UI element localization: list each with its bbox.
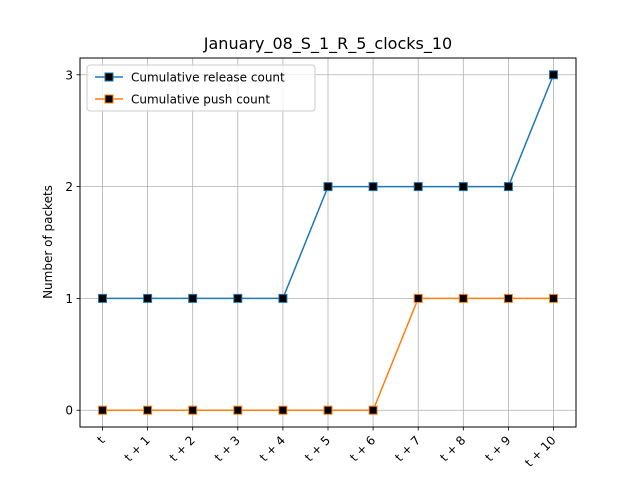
x-tick-label: t + 4 xyxy=(257,433,288,464)
y-tick-label: 1 xyxy=(65,292,73,306)
series-2-point xyxy=(549,293,558,303)
series-1-point xyxy=(368,182,378,192)
series-1-point xyxy=(188,293,198,303)
x-tick-label: t + 5 xyxy=(302,433,333,464)
x-tick-label: t + 2 xyxy=(167,433,198,464)
y-tick-label: 3 xyxy=(65,68,73,82)
x-tick-label: t + 8 xyxy=(437,433,468,464)
series-2-point xyxy=(143,405,153,415)
series-2-point xyxy=(323,405,333,415)
legend-label: Cumulative release count xyxy=(131,71,285,85)
series-1-point xyxy=(458,182,468,192)
series-2-point xyxy=(233,405,243,415)
legend-marker xyxy=(104,72,114,82)
series-1-point xyxy=(413,182,423,192)
series-1-point xyxy=(549,70,558,80)
legend: Cumulative release count Cumulative push … xyxy=(86,64,316,112)
y-axis-label: Number of packets xyxy=(41,185,55,299)
series-2-point xyxy=(503,293,513,303)
legend-box xyxy=(86,64,316,112)
series-2-point xyxy=(188,405,198,415)
series-1-point xyxy=(323,182,333,192)
x-tick-label: t + 1 xyxy=(122,433,153,464)
x-tick-label: t + 10 xyxy=(522,433,559,470)
grid-layer xyxy=(80,58,576,427)
x-tick-label: t + 9 xyxy=(482,433,513,464)
series-1-point xyxy=(143,293,153,303)
series-2-point xyxy=(98,405,107,415)
legend-label: Cumulative push count xyxy=(131,93,270,107)
series-1-point xyxy=(233,293,243,303)
series-layer xyxy=(98,70,558,415)
series-2-point xyxy=(458,293,468,303)
x-tick-label: t xyxy=(94,433,107,446)
x-tick-label: t + 3 xyxy=(212,433,243,464)
x-tick-label: t + 7 xyxy=(392,433,423,464)
series-1-point xyxy=(503,182,513,192)
series-2-point xyxy=(278,405,288,415)
y-tick-label: 2 xyxy=(65,180,73,194)
y-tick-label: 0 xyxy=(65,404,73,418)
series-2-point xyxy=(413,293,423,303)
legend-marker xyxy=(104,94,114,104)
chart-title: January_08_S_1_R_5_clocks_10 xyxy=(203,34,452,54)
series-1-point xyxy=(98,293,107,303)
x-tick-label: t + 6 xyxy=(347,433,378,464)
series-2-point xyxy=(368,405,378,415)
series-1-point xyxy=(278,293,288,303)
